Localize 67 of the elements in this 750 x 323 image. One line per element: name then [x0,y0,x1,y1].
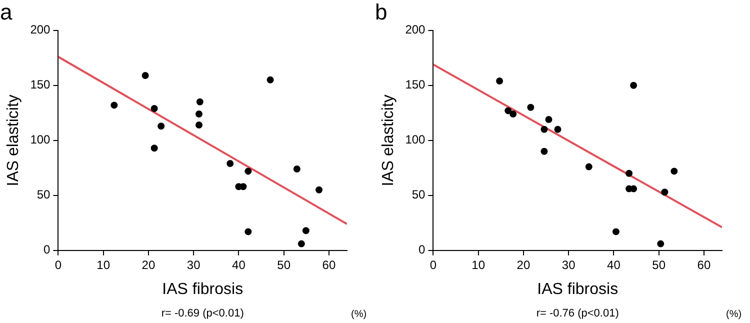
x-tick-label: 60 [322,258,336,272]
chart-title: b [375,0,388,24]
point [626,170,633,177]
y-tick-label: 0 [44,242,51,257]
y-tick-label: 100 [405,132,426,147]
y-axis-title: IAS elasticity [380,94,398,186]
x-axis-title: IAS fibrosis [537,280,618,298]
text: (%) [726,308,742,320]
y-tick-label: 50 [36,188,51,202]
point [540,148,548,155]
point [510,110,517,118]
x-tick-label: 30 [186,258,201,272]
point [266,76,274,84]
y-tick-label: 50 [412,188,426,202]
point [496,78,504,84]
x-tick-label: 20 [516,258,530,272]
x-tick-label: 10 [96,258,110,272]
point [661,188,668,196]
x-tick-label: 40 [232,258,246,272]
point [142,72,149,79]
point [302,227,310,234]
x-tick-label: 50 [277,258,291,272]
point [612,228,620,236]
y-tick-label: 150 [30,78,51,92]
point [244,168,252,175]
point [670,168,678,175]
point [196,110,202,118]
point [630,82,638,89]
point [293,166,300,172]
text: r= -0.76 (p<0.01) [536,308,619,320]
x-tick-label: 0 [430,258,437,272]
point [158,122,165,130]
text: (%) [351,308,367,320]
point [585,163,592,170]
point [226,160,234,167]
x-tick-label: 0 [54,258,62,272]
point [150,105,158,112]
point [657,240,664,248]
y-tick-label: 150 [405,78,426,92]
x-tick-label: 30 [562,258,576,272]
point [554,126,562,133]
x-tick-label: 40 [607,258,621,272]
text: r= -0.69 (p<0.01) [161,308,244,320]
point [110,102,118,109]
point [316,186,323,194]
x-tick-label: 10 [472,258,486,272]
y-tick-label: 100 [30,132,51,147]
point [196,122,202,128]
y-axis-title: IAS elasticity [5,94,22,186]
point [630,185,638,192]
point [540,126,548,133]
point [545,116,552,123]
point [196,98,204,106]
y-tick-label: 0 [418,242,426,257]
point [240,183,247,190]
point [244,228,252,236]
x-tick-label: 50 [652,258,666,272]
chart-title: a [0,0,13,24]
point [150,144,158,152]
point [504,107,512,114]
point [527,104,534,111]
x-axis-title: IAS fibrosis [162,280,244,298]
y-tick-label: 200 [30,22,51,37]
point [298,240,305,248]
x-tick-label: 20 [142,258,156,272]
y-tick-label: 200 [405,22,426,37]
x-tick-label: 60 [697,258,711,272]
